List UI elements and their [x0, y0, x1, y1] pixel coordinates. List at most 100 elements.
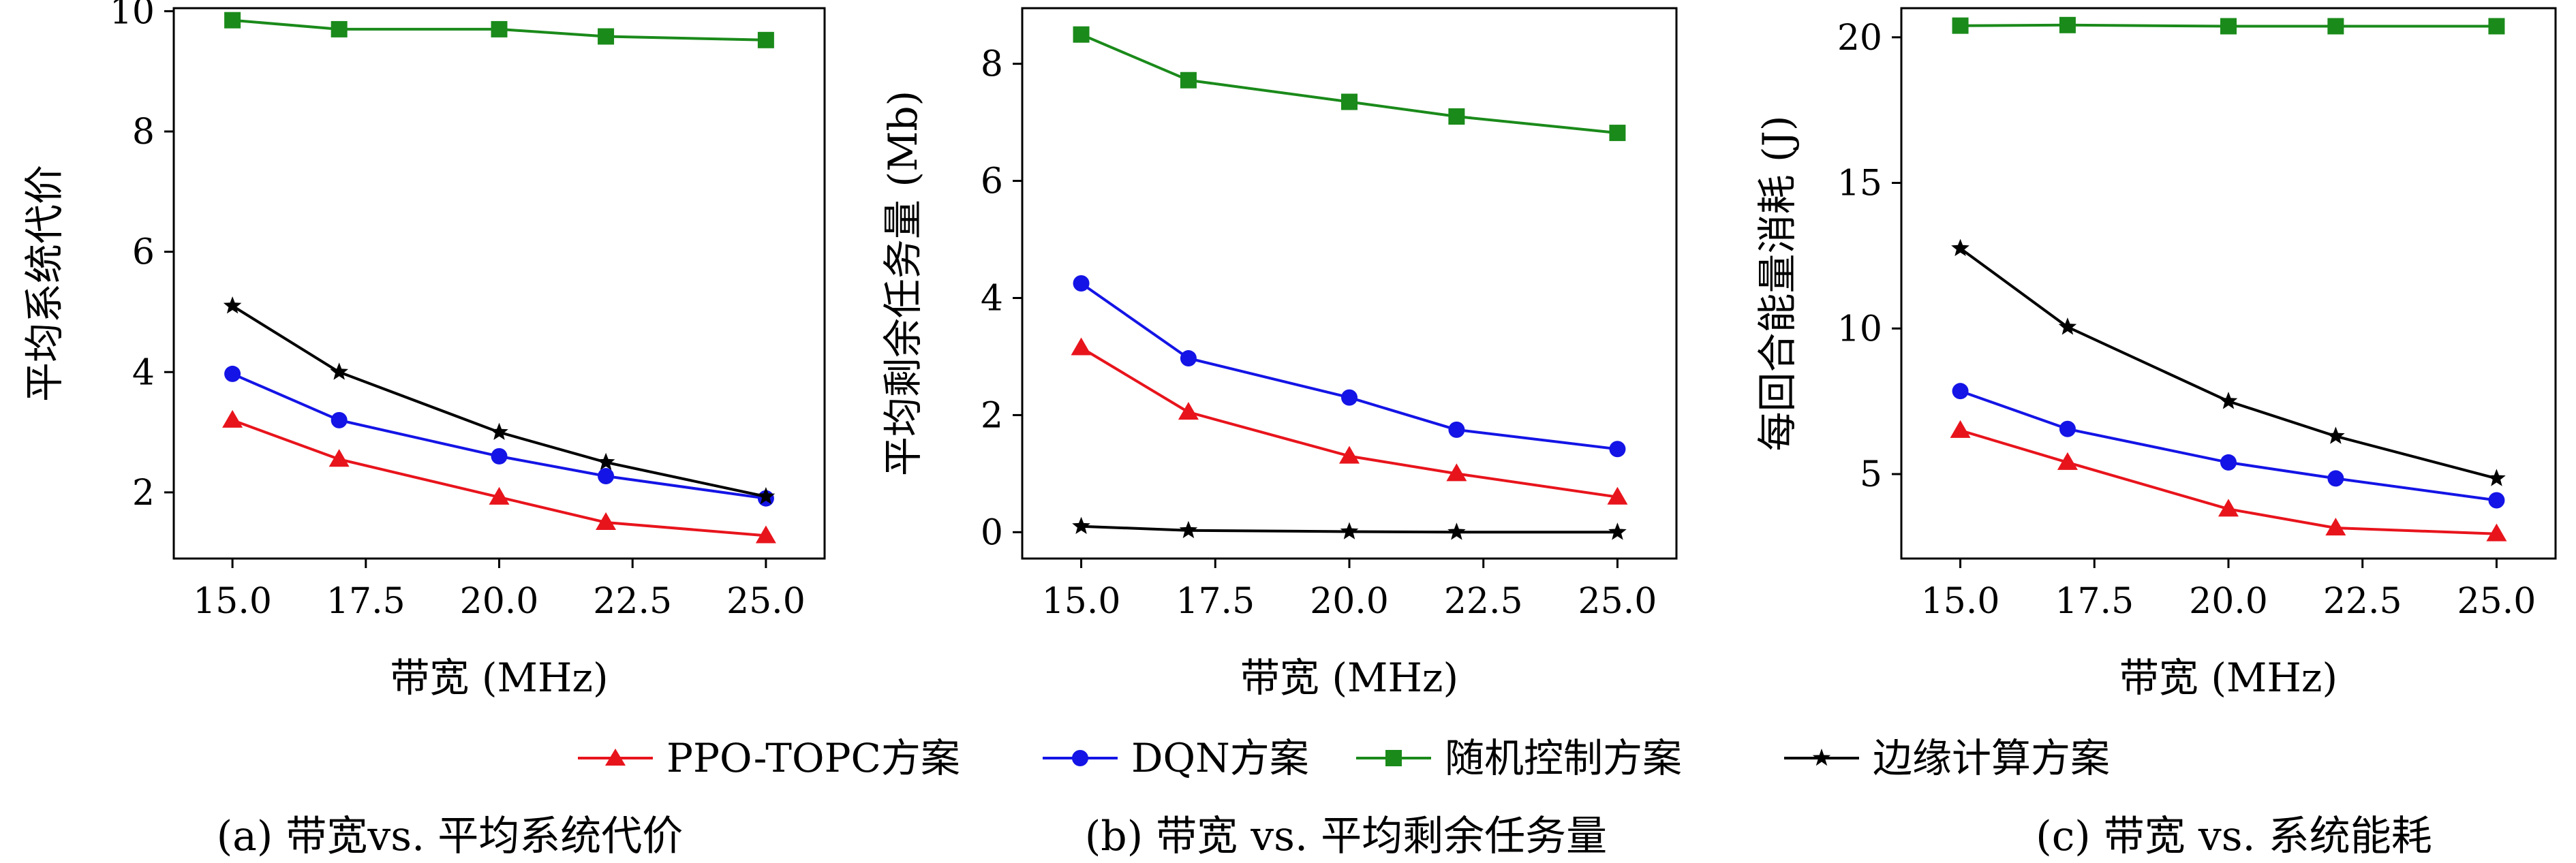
data-point-dqn-c — [1952, 383, 1969, 400]
y-tick-label-c: 15 — [1837, 163, 1882, 204]
data-point-edge-b — [1447, 522, 1466, 540]
legend-entry-dqn: DQN方案 — [1043, 735, 1309, 781]
series-ppo-topc-a — [222, 409, 776, 544]
y-tick-label-c: 10 — [1837, 309, 1882, 349]
data-point-random-b — [1448, 108, 1465, 125]
data-point-random-c — [1952, 17, 1969, 34]
x-tick-label-b: 20.0 — [1310, 581, 1389, 622]
data-point-edge-a — [596, 452, 615, 470]
y-tick-label-b: 6 — [981, 161, 1003, 202]
data-point-edge-b — [1072, 516, 1090, 534]
x-tick-label-a: 20.0 — [460, 581, 539, 622]
axes-frame-b — [1021, 7, 1678, 560]
data-point-random-a — [598, 28, 615, 45]
chart-panel-b: 15.0 17.5 20.0 22.5 25.0 0 2 4 6 8 带宽 (MHz) 平均剩余任务量… — [880, 7, 1678, 701]
series-line-ppo-topc-c — [1960, 428, 2497, 535]
data-point-ppo-topc-c — [2218, 499, 2239, 517]
legend-marker-random — [1385, 750, 1402, 766]
legend-label-ppo-topc: PPO-TOPC方案 — [666, 735, 960, 781]
caption-c: (c) 带宽 vs. 系统能耗 — [2036, 813, 2432, 860]
series-line-random-b — [1080, 33, 1618, 135]
y-tick-label-a: 8 — [132, 112, 155, 153]
series-edge-b — [1072, 516, 1627, 540]
x-tick-label-b: 22.5 — [1444, 581, 1523, 622]
x-tick-label-c: 25.0 — [2457, 581, 2536, 622]
series-line-edge-c — [1959, 247, 2497, 480]
data-point-random-a — [331, 20, 348, 37]
data-point-dqn-a — [598, 468, 615, 485]
x-tick-label-c: 22.5 — [2323, 581, 2402, 622]
data-point-ppo-topc-c — [2486, 523, 2507, 542]
data-point-edge-c — [2487, 469, 2506, 486]
chart-panel-c: 15.0 17.5 20.0 22.5 25.0 5 10 15 20 带宽 (MHz) 每回合能量… — [1754, 7, 2557, 701]
legend-marker-edge — [1812, 749, 1831, 766]
series-line-ppo-topc-b — [1080, 346, 1618, 499]
data-point-random-b — [1609, 125, 1626, 142]
data-point-edge-b — [1179, 520, 1198, 539]
x-tick-label-a: 22.5 — [593, 581, 672, 622]
data-point-dqn-b — [1609, 441, 1626, 458]
legend-entry-ppo-topc: PPO-TOPC方案 — [578, 735, 960, 781]
data-point-random-c — [2327, 18, 2344, 35]
y-axis-label-a: 平均系统代价 — [21, 165, 67, 402]
series-line-dqn-b — [1080, 282, 1618, 451]
series-dqn-c — [1952, 383, 2505, 509]
caption-b: (b) 带宽 vs. 平均剩余任务量 — [1085, 813, 1607, 860]
data-point-edge-c — [2219, 392, 2238, 409]
legend-entry-edge: 边缘计算方案 — [1784, 735, 2110, 781]
x-axis-label-a: 带宽 (MHz) — [390, 655, 608, 701]
series-dqn-b — [1073, 275, 1626, 458]
x-tick-label-b: 15.0 — [1042, 581, 1121, 622]
y-tick-label-b: 8 — [981, 44, 1003, 85]
data-point-ppo-topc-a — [596, 512, 617, 531]
data-point-random-a — [491, 20, 508, 37]
data-point-ppo-topc-b — [1178, 402, 1199, 420]
y-tick-label-a: 10 — [110, 0, 155, 32]
data-point-ppo-topc-a — [489, 486, 510, 505]
data-point-edge-a — [490, 422, 508, 440]
data-point-ppo-topc-a — [328, 449, 350, 467]
chart-panels: 15.0 17.5 20.0 22.5 25.0 2 4 6 8 10 带宽 (MHz) 平均系统代价… — [21, 0, 2557, 701]
y-axis-label-c: 每回合能量消耗 (J) — [1754, 116, 1800, 452]
data-point-edge-a — [330, 362, 348, 380]
y-tick-label-b: 4 — [981, 278, 1003, 319]
data-point-random-c — [2220, 18, 2237, 35]
series-edge-c — [1951, 238, 2506, 486]
axes-frame-a — [172, 7, 826, 560]
data-point-edge-b — [1608, 522, 1627, 540]
data-point-random-b — [1180, 72, 1197, 89]
x-axis-label-c: 带宽 (MHz) — [2119, 655, 2337, 701]
y-axis-label-b: 平均剩余任务量 (Mb) — [880, 91, 926, 476]
chart-panel-a: 15.0 17.5 20.0 22.5 25.0 2 4 6 8 10 带宽 (MHz) 平均系统代价 — [21, 0, 826, 701]
data-point-random-a — [224, 12, 241, 29]
data-point-ppo-topc-b — [1071, 337, 1092, 356]
data-point-dqn-c — [2220, 454, 2237, 471]
y-tick-label-a: 6 — [132, 232, 155, 273]
axes-frame-c — [1900, 7, 2557, 560]
legend: PPO-TOPC方案 DQN方案 随机控制方案 边缘计算方案 — [578, 735, 2110, 781]
x-tick-label-a: 17.5 — [326, 581, 405, 622]
series-random-c — [1952, 16, 2505, 35]
x-tick-label-b: 17.5 — [1176, 581, 1255, 622]
series-edge-a — [223, 296, 776, 505]
data-point-dqn-c — [2059, 420, 2076, 437]
legend-label-edge: 边缘计算方案 — [1873, 735, 2110, 781]
data-point-edge-a — [223, 296, 242, 314]
legend-label-dqn: DQN方案 — [1131, 735, 1309, 781]
data-point-dqn-b — [1180, 350, 1197, 367]
series-ppo-topc-b — [1071, 337, 1628, 505]
data-point-dqn-c — [2327, 470, 2344, 487]
legend-label-random: 随机控制方案 — [1445, 735, 1682, 781]
legend-entry-random: 随机控制方案 — [1356, 735, 1682, 781]
data-point-ppo-topc-b — [1607, 486, 1628, 505]
x-axis-label-b: 带宽 (MHz) — [1240, 655, 1458, 701]
data-point-dqn-b — [1341, 389, 1358, 406]
data-point-dqn-b — [1073, 275, 1090, 292]
legend-marker-dqn — [1072, 750, 1088, 766]
y-tick-label-b: 0 — [981, 512, 1003, 553]
y-tick-label-c: 20 — [1837, 18, 1882, 59]
data-point-random-c — [2059, 16, 2076, 33]
data-point-random-b — [1341, 93, 1358, 110]
series-random-b — [1073, 26, 1626, 142]
